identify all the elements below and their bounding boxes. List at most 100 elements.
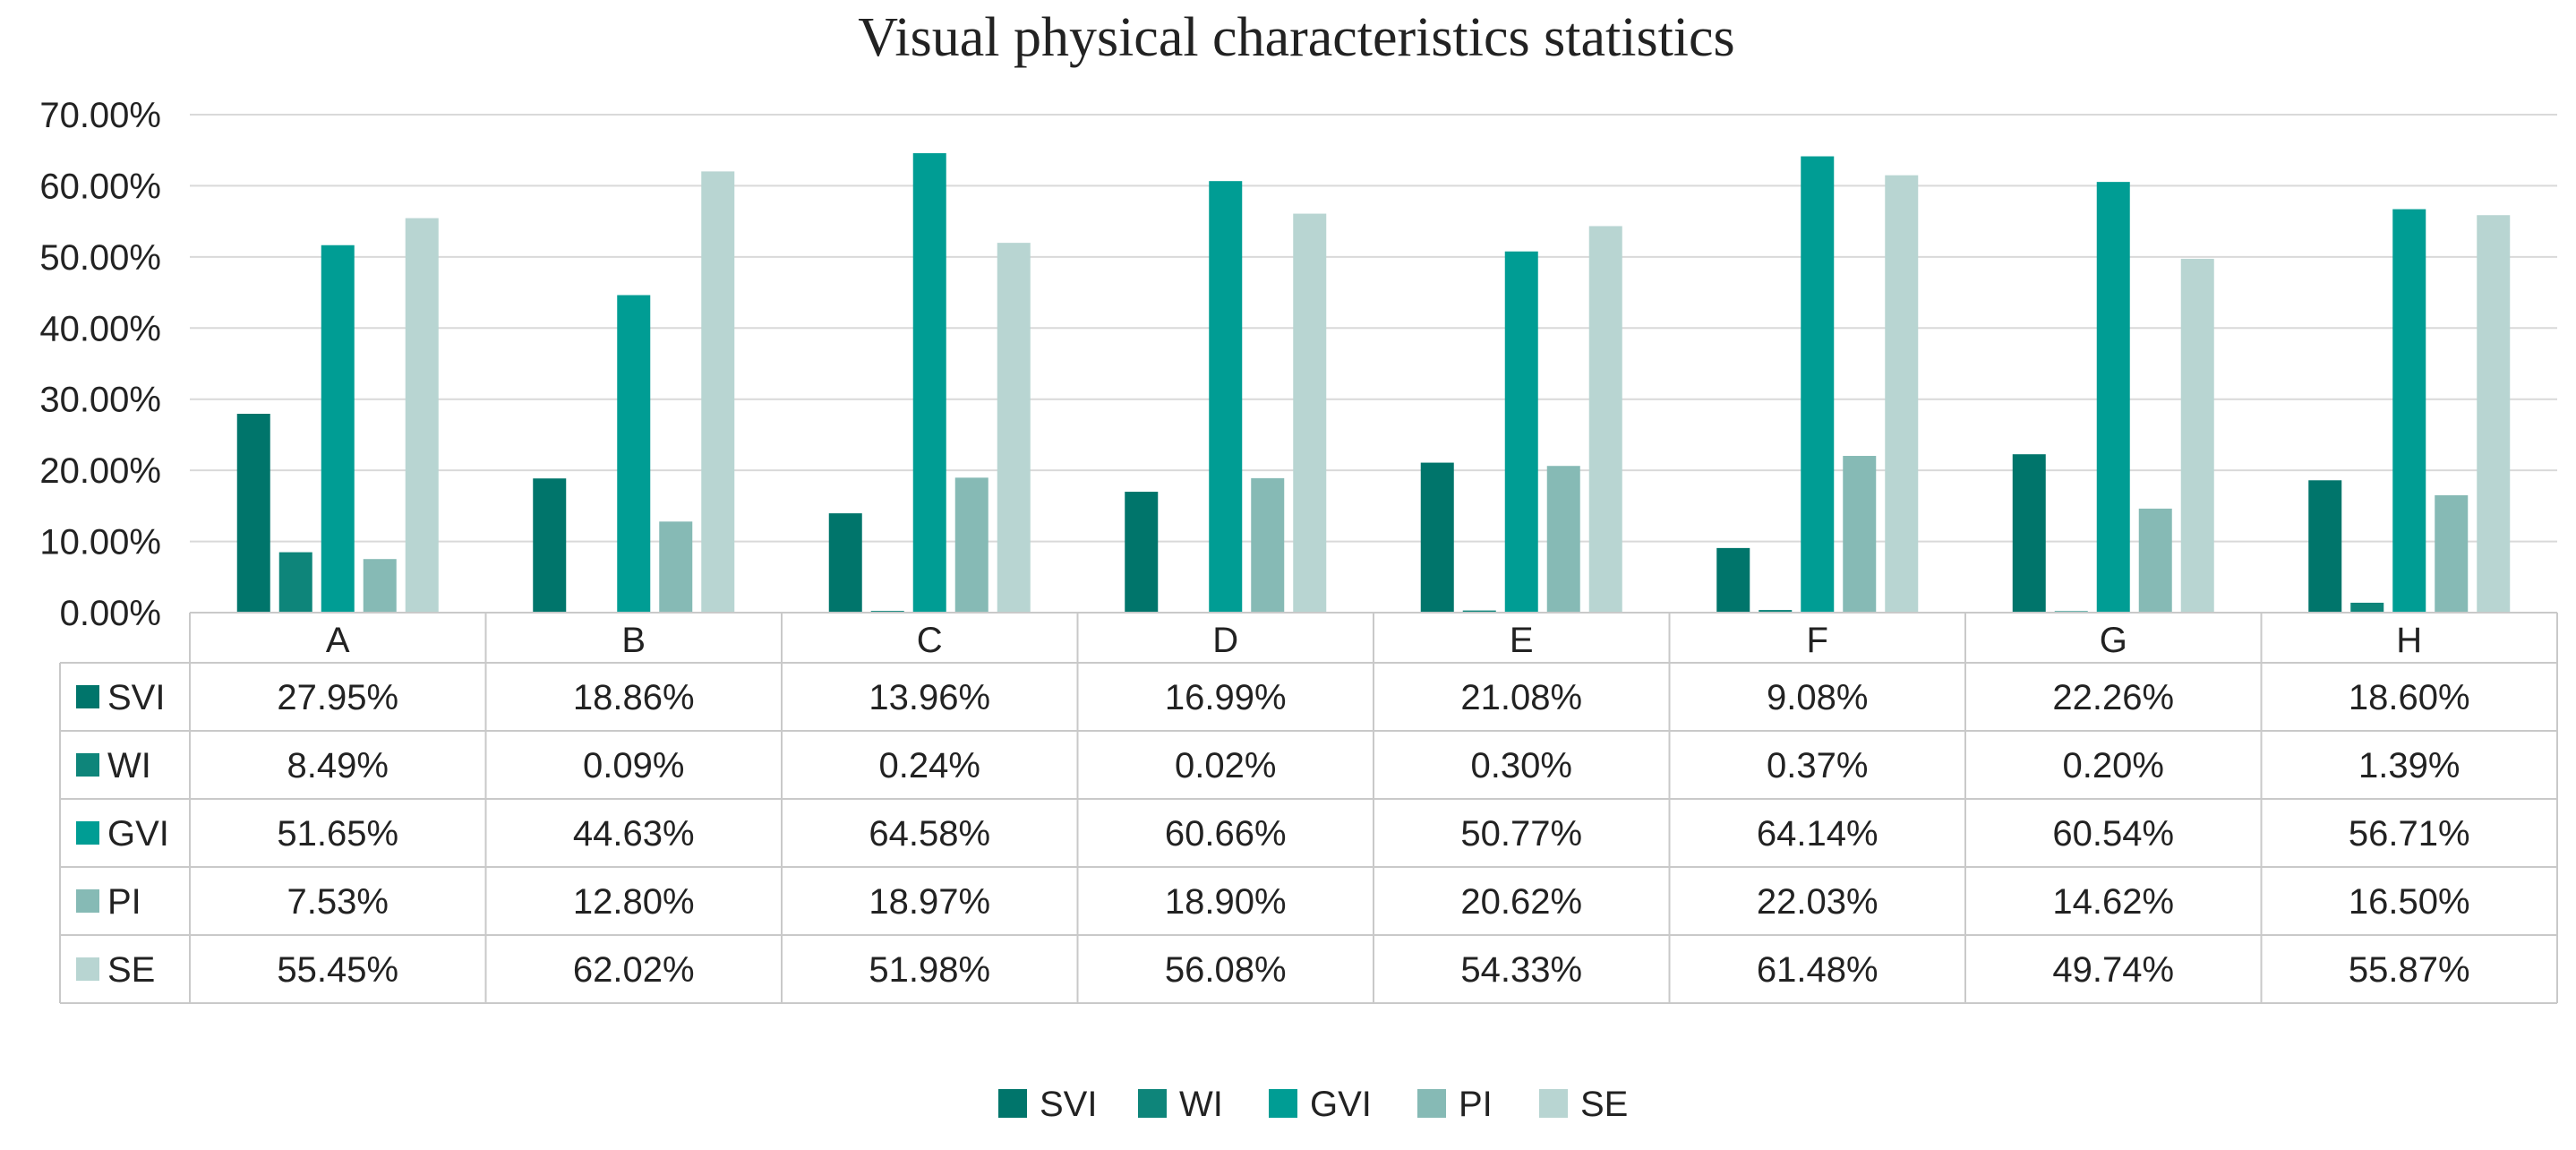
- bar-WI-E: [1462, 610, 1496, 613]
- legend-label-WI: WI: [1179, 1085, 1223, 1124]
- y-tick-label: 20.00%: [39, 451, 161, 491]
- data-label: 0.02%: [1175, 746, 1276, 785]
- data-label: 18.60%: [2349, 678, 2470, 717]
- legend-swatch-GVI: [1269, 1089, 1297, 1118]
- data-label: 21.08%: [1460, 678, 1582, 717]
- legend-label-GVI: GVI: [1310, 1085, 1372, 1124]
- legend-swatch-PI: [1417, 1089, 1446, 1118]
- bar-PI-E: [1546, 466, 1580, 613]
- bar-WI-F: [1759, 610, 1793, 613]
- bar-SVI-E: [1420, 462, 1454, 613]
- data-label: 55.87%: [2349, 950, 2470, 990]
- bar-SVI-H: [2308, 480, 2342, 613]
- table-legend-key-GVI: [76, 821, 99, 845]
- data-label: 56.71%: [2349, 814, 2470, 854]
- legend: SVI WI GVI PI SE: [998, 1085, 1628, 1124]
- data-label: 49.74%: [2052, 950, 2174, 990]
- x-tick-label: H: [2396, 621, 2422, 660]
- data-table: A B C D E F G H SVI 27.95% 18.86% 13.96% 16.99% 21.08…: [59, 612, 2558, 1004]
- x-tick-label: G: [2100, 621, 2127, 660]
- y-tick-label: 50.00%: [39, 238, 161, 278]
- data-label: 0.20%: [2063, 746, 2164, 785]
- data-label: 62.02%: [573, 950, 695, 990]
- y-tick-label: 0.00%: [60, 594, 161, 633]
- data-label: 8.49%: [287, 746, 389, 785]
- data-label: 44.63%: [573, 814, 695, 854]
- chart-title: Visual physical characteristics statisti…: [858, 7, 1734, 68]
- data-label: 18.86%: [573, 678, 695, 717]
- bar-PI-B: [659, 521, 693, 613]
- bar-SVI-F: [1716, 547, 1750, 613]
- bar-SE-D: [1293, 213, 1327, 613]
- bar-WI-H: [2350, 602, 2384, 613]
- bar-SVI-A: [236, 413, 270, 613]
- data-label: 0.09%: [583, 746, 684, 785]
- data-label: 13.96%: [869, 678, 990, 717]
- y-axis: 0.00% 10.00% 20.00% 30.00% 40.00% 50.00% 60.00…: [39, 96, 161, 633]
- bar-GVI-C: [912, 153, 946, 613]
- data-label: 18.97%: [869, 882, 990, 922]
- data-label: 61.48%: [1757, 950, 1879, 990]
- table-legend-key-WI: [76, 753, 99, 777]
- data-label: 14.62%: [2052, 882, 2174, 922]
- bar-SE-C: [997, 243, 1031, 613]
- bar-SVI-B: [533, 478, 567, 613]
- bar-SE-F: [1885, 175, 1919, 613]
- bar-SVI-C: [828, 513, 862, 613]
- bar-SE-E: [1588, 226, 1622, 613]
- bar-SE-B: [701, 171, 735, 613]
- x-tick-label: A: [326, 621, 350, 660]
- table-row-label: SE: [107, 950, 155, 990]
- bar-SE-G: [2180, 258, 2214, 613]
- bar-PI-G: [2138, 508, 2172, 613]
- table-row-label: PI: [107, 882, 141, 922]
- bar-PI-C: [954, 477, 988, 613]
- data-label: 27.95%: [277, 678, 398, 717]
- data-label: 60.66%: [1165, 814, 1287, 854]
- data-label: 51.98%: [869, 950, 990, 990]
- data-label: 22.26%: [2052, 678, 2174, 717]
- data-label: 7.53%: [287, 882, 389, 922]
- data-label: 60.54%: [2052, 814, 2174, 854]
- data-label: 51.65%: [277, 814, 398, 854]
- legend-label-SVI: SVI: [1040, 1085, 1097, 1124]
- table-legend-key-PI: [76, 889, 99, 913]
- table-legend-key-SVI: [76, 685, 99, 708]
- y-tick-label: 10.00%: [39, 523, 161, 562]
- table-row-label: SVI: [107, 678, 165, 717]
- data-label: 55.45%: [277, 950, 398, 990]
- x-tick-label: F: [1807, 621, 1828, 660]
- table-row-label: WI: [107, 746, 151, 785]
- bar-GVI-F: [1801, 156, 1835, 613]
- data-label: 20.62%: [1460, 882, 1582, 922]
- data-label: 64.58%: [869, 814, 990, 854]
- y-tick-label: 70.00%: [39, 96, 161, 135]
- legend-swatch-SE: [1539, 1089, 1568, 1118]
- x-tick-label: B: [621, 621, 646, 660]
- legend-label-PI: PI: [1459, 1085, 1493, 1124]
- bar-SE-H: [2477, 215, 2511, 613]
- bar-PI-H: [2435, 494, 2469, 613]
- bar-WI-A: [278, 552, 312, 613]
- bar-PI-F: [1843, 456, 1877, 613]
- table-row-label: GVI: [107, 814, 169, 854]
- x-tick-label: D: [1212, 621, 1238, 660]
- data-label: 16.99%: [1165, 678, 1287, 717]
- bars: [236, 153, 2511, 614]
- data-label: 54.33%: [1460, 950, 1582, 990]
- data-label: 50.77%: [1460, 814, 1582, 854]
- bar-SE-A: [405, 218, 439, 613]
- bar-GVI-A: [321, 245, 355, 613]
- bar-SVI-D: [1125, 492, 1159, 613]
- legend-swatch-WI: [1138, 1089, 1167, 1118]
- y-tick-label: 40.00%: [39, 309, 161, 348]
- bar-GVI-H: [2392, 209, 2426, 613]
- bar-GVI-D: [1209, 181, 1243, 613]
- y-tick-label: 60.00%: [39, 167, 161, 206]
- bar-GVI-B: [617, 295, 651, 613]
- data-label: 12.80%: [573, 882, 695, 922]
- bar-SVI-G: [2012, 454, 2046, 613]
- gridlines: [190, 114, 2557, 543]
